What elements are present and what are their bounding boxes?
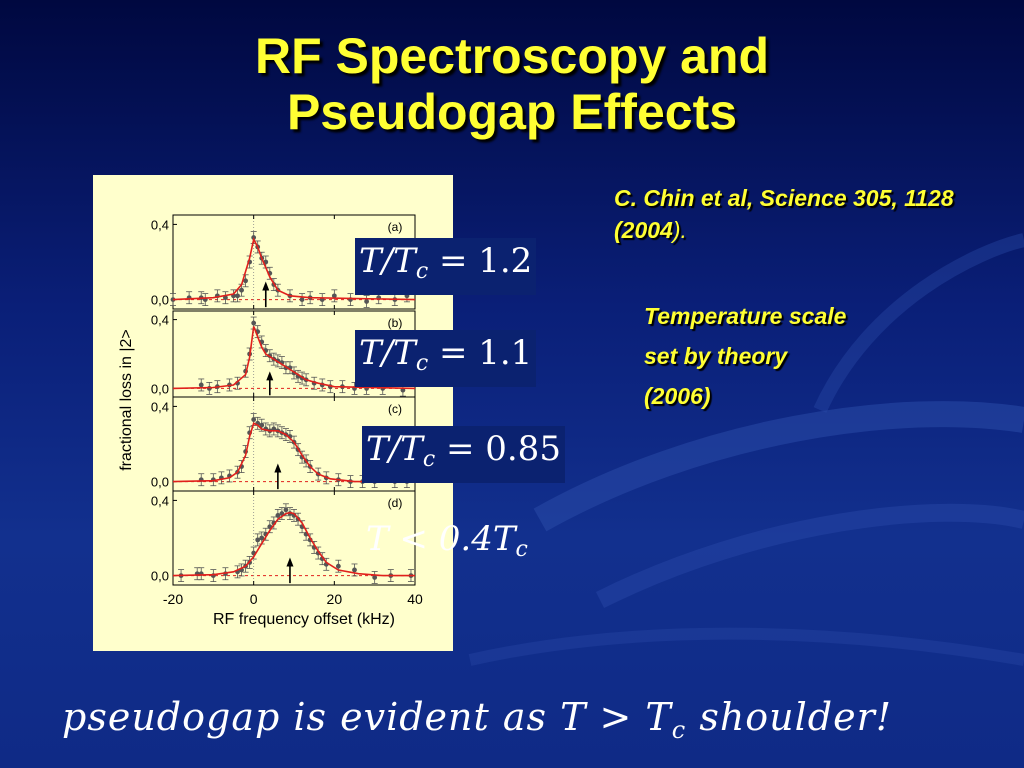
note-line-2: set by theory [644,343,788,369]
x-tick-label: -20 [163,591,183,607]
temp-label-b-rhs: = 1.1 [428,333,533,373]
temp-label-c-rhs: = 0.85 [435,429,561,469]
panel-frame [172,490,416,586]
title-line-2: Pseudogap Effects [286,84,738,140]
panel-label: (c) [388,402,402,416]
data-point [255,537,261,543]
data-point [372,575,378,580]
slide-title: RF Spectroscopy and Pseudogap Effects [0,28,1024,140]
title-line-1: RF Spectroscopy and [255,28,769,84]
data-point [259,535,265,541]
data-point [235,293,240,299]
temp-label-d: T < 0.4Tc [362,516,532,573]
data-point [239,287,244,293]
y-tick-label: 0,0 [151,381,169,396]
temp-label-c-sub: c [422,447,436,472]
fit-curve [172,237,416,301]
citation-text: C. Chin et al, Science 305, 1128 (2004 [614,185,954,243]
data-point [251,417,257,422]
temp-label-b-lhs: T/T [359,333,416,373]
citation-suffix: ). [672,217,687,243]
data-point [251,235,257,240]
temp-label-a-rhs: = 1.2 [428,241,533,281]
data-point [335,563,341,569]
x-axis-label: RF frequency offset (kHz) [213,611,395,628]
temp-label-a-lhs: T/T [359,241,416,281]
temp-label-a-sub: c [415,259,429,284]
fit-curve [172,511,415,577]
data-point [352,567,357,573]
temp-label-d-sub: c [515,537,528,562]
arrow-head [266,371,274,381]
data-point [223,295,228,301]
y-tick-label: 0,4 [151,493,169,508]
data-point [198,382,204,388]
data-point [364,299,369,304]
fit-curve [172,422,415,483]
temp-label-b: T/Tc = 1.1 [355,330,537,387]
data-point [275,513,281,518]
x-tick-label: 20 [327,591,343,607]
arrow-head [274,463,282,473]
temp-label-c: T/Tc = 0.85 [362,426,565,483]
x-tick-label: 40 [407,591,423,607]
temp-label-c-lhs: T/T [366,429,423,469]
y-tick-label: 0,4 [151,313,169,328]
temp-label-b-sub: c [415,351,429,376]
y-axis-label: fractional loss in |2> [118,329,135,471]
arrow-head [262,281,270,291]
data-point [251,320,257,326]
temp-label-a: T/Tc = 1.2 [355,238,537,295]
y-tick-label: 0,4 [151,399,169,414]
note-line-1: Temperature scale [644,303,847,329]
conclusion-sub: c [671,716,687,744]
rf-spectra-chart: 0,0 0,4 (a) 0,0 0,4 (b) 0,0 0,4 (c) 0,0 0,4 (d) -20 0… [118,214,423,628]
conclusion-text: pseudogap is evident as T > Tc shoulder! [62,695,1022,744]
y-tick-label: 0,0 [151,293,169,308]
data-point [243,278,249,284]
panel-label: (b) [388,316,403,330]
panel-label: (d) [388,496,403,510]
conclusion-post: shoulder! [686,695,893,739]
note-line-3: (2006) [644,383,711,409]
conclusion-pre: pseudogap is evident as T > T [62,695,672,739]
fit-curve [172,326,416,390]
data-point [299,297,305,302]
data-point [283,507,289,513]
y-tick-label: 0,0 [151,569,169,584]
y-tick-label: 0,4 [151,217,169,232]
panel-label: (a) [388,220,403,234]
y-tick-label: 0,0 [151,475,169,490]
data-point [259,422,265,428]
temp-label-d-lhs: T < 0.4T [366,519,516,559]
theory-note: Temperature scale set by theory (2006) [644,296,964,416]
arrow-head [286,557,294,567]
x-tick-label: 0 [250,591,258,607]
citation: C. Chin et al, Science 305, 1128 (2004). [614,182,974,246]
data-point [331,293,337,299]
data-point [170,297,176,302]
